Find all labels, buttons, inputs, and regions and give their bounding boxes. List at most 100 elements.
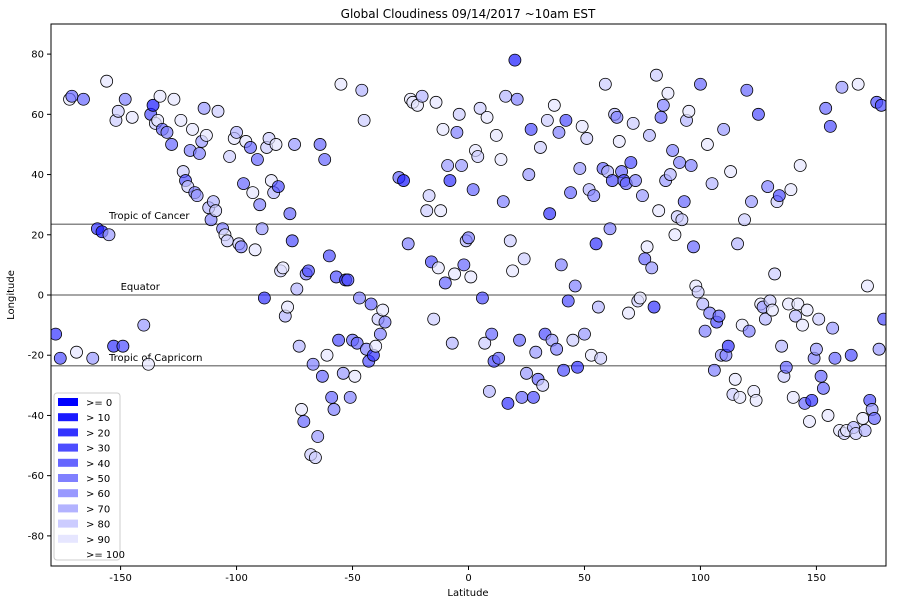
- data-point: [573, 162, 587, 175]
- data-point: [591, 300, 605, 314]
- data-point: [589, 237, 603, 251]
- data-point: [575, 119, 589, 133]
- data-point: [749, 393, 763, 407]
- data-point: [745, 195, 758, 209]
- data-point: [779, 360, 793, 374]
- data-point: [193, 147, 206, 160]
- data-point: [288, 138, 301, 151]
- data-point: [369, 339, 383, 353]
- data-point: [100, 74, 114, 88]
- data-point: [874, 98, 886, 112]
- data-point: [327, 403, 341, 416]
- y-tick-label: -60: [28, 471, 44, 482]
- data-point: [513, 333, 526, 347]
- data-point: [564, 186, 577, 200]
- y-axis-label: Longitude: [6, 270, 17, 320]
- data-point: [638, 252, 652, 266]
- data-point: [445, 336, 459, 350]
- data-point: [429, 95, 443, 109]
- data-point: [515, 390, 529, 404]
- legend-label: > 30: [86, 444, 110, 455]
- data-point: [355, 83, 369, 97]
- data-point: [652, 204, 666, 218]
- legend-label: > 20: [86, 428, 110, 439]
- data-point: [295, 403, 308, 416]
- data-point: [248, 243, 262, 257]
- data-point: [86, 351, 100, 365]
- data-point: [677, 195, 691, 209]
- y-axis-ticks: -80 -60 -40 -20 0 20 40 60 80: [28, 50, 51, 542]
- data-point: [772, 189, 786, 203]
- data-point: [605, 174, 619, 187]
- data-point: [559, 113, 573, 127]
- data-point: [350, 336, 364, 350]
- data-point: [819, 101, 833, 115]
- data-point: [765, 303, 779, 317]
- data-point: [691, 285, 705, 299]
- legend-label: > 40: [86, 459, 110, 470]
- data-point: [768, 267, 782, 281]
- data-point: [397, 174, 410, 187]
- data-point: [51, 327, 63, 341]
- x-axis-label: Latitude: [447, 588, 488, 599]
- data-point: [325, 390, 339, 404]
- data-point: [786, 390, 800, 404]
- data-point: [443, 174, 457, 187]
- data-point: [721, 339, 735, 353]
- reference-line-label: Equator: [121, 282, 161, 293]
- data-point: [160, 125, 174, 139]
- data-point: [480, 110, 494, 124]
- data-point: [285, 234, 299, 248]
- data-point: [174, 113, 188, 127]
- data-point: [694, 77, 707, 91]
- data-point: [645, 261, 659, 275]
- data-point: [292, 339, 306, 353]
- legend-label: > 50: [86, 474, 110, 485]
- data-point: [244, 141, 257, 154]
- data-point: [482, 384, 496, 398]
- legend-label: > 90: [86, 535, 110, 546]
- data-point: [814, 369, 828, 383]
- data-point: [626, 116, 640, 130]
- data-point: [821, 409, 835, 422]
- data-point: [281, 300, 294, 314]
- data-point: [828, 351, 842, 365]
- data-point: [684, 159, 698, 172]
- data-point: [455, 159, 468, 172]
- y-tick-label: -20: [28, 351, 44, 362]
- data-point: [587, 189, 601, 203]
- data-point: [438, 276, 452, 290]
- data-point: [752, 107, 765, 121]
- data-point: [420, 204, 434, 218]
- data-point: [318, 153, 332, 166]
- x-tick-label: 0: [465, 573, 471, 584]
- data-point: [494, 153, 508, 166]
- data-point: [647, 300, 661, 314]
- data-point: [803, 415, 816, 428]
- data-point: [661, 86, 675, 100]
- data-point: [452, 107, 466, 121]
- data-point: [731, 237, 744, 251]
- data-point: [554, 258, 568, 272]
- data-point: [796, 318, 809, 332]
- data-point: [343, 390, 357, 404]
- reference-line-labels: Tropic of Cancer Equator Tropic of Caprico…: [108, 211, 203, 364]
- data-point: [823, 119, 837, 133]
- data-point: [251, 153, 264, 166]
- data-point: [436, 122, 450, 136]
- data-point: [522, 168, 536, 181]
- y-tick-label: -40: [28, 411, 44, 422]
- legend-label: > 70: [86, 504, 110, 515]
- data-point: [118, 92, 132, 106]
- data-point: [654, 110, 668, 124]
- data-point: [636, 189, 649, 203]
- data-point: [561, 294, 575, 308]
- data-point: [598, 77, 612, 91]
- data-point: [624, 156, 638, 169]
- data-point: [501, 396, 515, 410]
- data-point: [668, 228, 682, 242]
- legend-swatch: [58, 428, 78, 437]
- data-point: [223, 150, 236, 163]
- data-point: [810, 342, 823, 356]
- data-point: [701, 138, 714, 151]
